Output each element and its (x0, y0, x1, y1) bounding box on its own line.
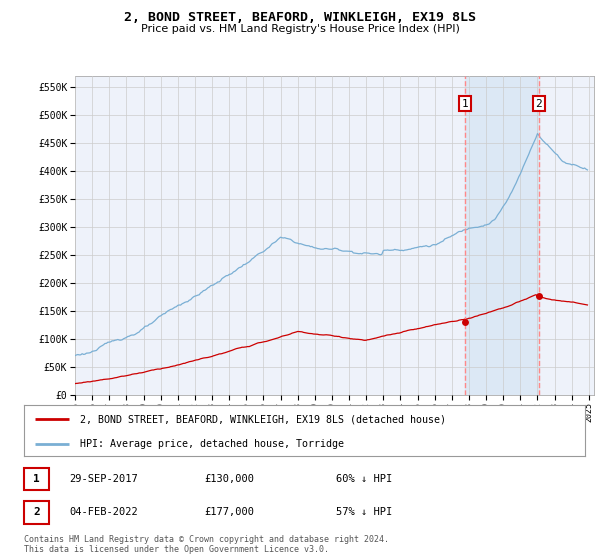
Bar (464, 76, 539, 395)
Text: Price paid vs. HM Land Registry's House Price Index (HPI): Price paid vs. HM Land Registry's House … (140, 24, 460, 34)
Text: Contains HM Land Registry data © Crown copyright and database right 2024.
This d: Contains HM Land Registry data © Crown c… (24, 535, 389, 554)
Text: 57% ↓ HPI: 57% ↓ HPI (336, 507, 392, 517)
Text: 2, BOND STREET, BEAFORD, WINKLEIGH, EX19 8LS (detached house): 2, BOND STREET, BEAFORD, WINKLEIGH, EX19… (80, 414, 446, 424)
Text: £177,000: £177,000 (204, 507, 254, 517)
Text: 2: 2 (33, 507, 40, 517)
Text: 04-FEB-2022: 04-FEB-2022 (69, 507, 138, 517)
Text: £130,000: £130,000 (204, 474, 254, 484)
Text: 29-SEP-2017: 29-SEP-2017 (69, 474, 138, 484)
Text: 60% ↓ HPI: 60% ↓ HPI (336, 474, 392, 484)
Text: 1: 1 (33, 474, 40, 484)
Text: 2: 2 (535, 99, 542, 109)
Text: 1: 1 (461, 99, 468, 109)
Text: 2, BOND STREET, BEAFORD, WINKLEIGH, EX19 8LS: 2, BOND STREET, BEAFORD, WINKLEIGH, EX19… (124, 11, 476, 24)
Text: HPI: Average price, detached house, Torridge: HPI: Average price, detached house, Torr… (80, 438, 344, 449)
